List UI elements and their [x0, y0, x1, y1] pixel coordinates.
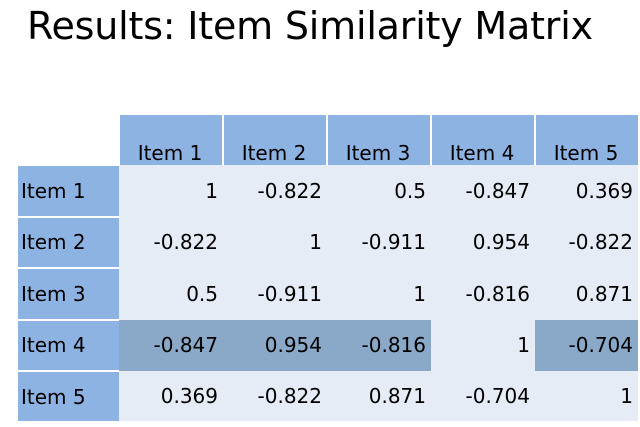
- column-header-item-5: Item 5: [534, 115, 638, 166]
- matrix-cell: 0.5: [327, 165, 431, 217]
- matrix-cell: -0.816: [431, 268, 535, 320]
- corner-cell: [18, 115, 119, 166]
- matrix-cell: 1: [431, 319, 535, 371]
- matrix-cell: -0.822: [223, 165, 327, 217]
- column-header-item-2: Item 2: [222, 115, 327, 166]
- matrix-cell: 0.369: [535, 165, 638, 217]
- row-header-item-4: Item 4: [18, 318, 119, 371]
- table-row: Item 1 1 -0.822 0.5 -0.847 0.369: [18, 164, 638, 217]
- matrix-cell: 0.954: [431, 216, 535, 269]
- matrix-cell: -0.704: [431, 370, 535, 422]
- header-row: Item 1 Item 2 Item 3 Item 4 Item 5: [18, 115, 638, 166]
- table-row-highlighted: Item 4 -0.847 0.954 -0.816 1 -0.704: [18, 318, 638, 371]
- matrix-cell-highlighted: 0.954: [223, 319, 327, 371]
- column-header-item-1: Item 1: [118, 115, 223, 166]
- matrix-cell: -0.822: [223, 370, 327, 422]
- matrix-cell-highlighted: -0.704: [535, 319, 638, 371]
- matrix-cell: 0.369: [119, 370, 223, 422]
- row-header-item-3: Item 3: [18, 267, 119, 320]
- matrix-cell: 0.871: [327, 370, 431, 422]
- matrix-cell: 1: [119, 165, 223, 217]
- matrix-cell: -0.911: [327, 216, 431, 269]
- matrix-cell: 1: [327, 268, 431, 320]
- matrix-cell: 1: [223, 216, 327, 269]
- row-header-item-5: Item 5: [18, 369, 119, 422]
- table-row: Item 3 0.5 -0.911 1 -0.816 0.871: [18, 267, 638, 320]
- matrix-cell: -0.822: [535, 216, 638, 269]
- matrix-cell: -0.847: [431, 165, 535, 217]
- row-header-item-2: Item 2: [18, 215, 119, 269]
- table-row: Item 2 -0.822 1 -0.911 0.954 -0.822: [18, 215, 638, 269]
- matrix-cell: -0.911: [223, 268, 327, 320]
- column-header-item-3: Item 3: [326, 115, 431, 166]
- matrix-cell: 0.871: [535, 268, 638, 320]
- column-header-item-4: Item 4: [430, 115, 535, 166]
- slide-title: Results: Item Similarity Matrix: [27, 4, 593, 48]
- similarity-matrix-table: Item 1 Item 2 Item 3 Item 4 Item 5 Item …: [18, 115, 638, 422]
- matrix-cell-highlighted: -0.847: [119, 319, 223, 371]
- row-header-item-1: Item 1: [18, 164, 119, 217]
- matrix-cell-highlighted: -0.816: [327, 319, 431, 371]
- matrix-cell: 0.5: [119, 268, 223, 320]
- table-row: Item 5 0.369 -0.822 0.871 -0.704 1: [18, 369, 638, 422]
- matrix-cell: 1: [535, 370, 638, 422]
- matrix-cell: -0.822: [119, 216, 223, 269]
